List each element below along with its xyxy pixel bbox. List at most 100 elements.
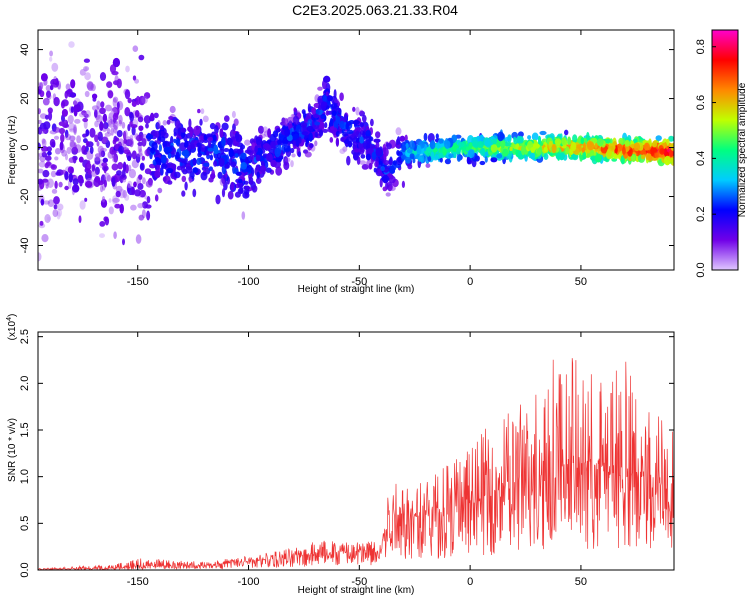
spectrogram-point	[582, 151, 586, 160]
spectrogram-point	[158, 144, 162, 152]
spectrogram-point	[360, 154, 366, 159]
spectrogram-point	[217, 153, 222, 160]
spectrogram-point	[359, 160, 367, 165]
spectrogram-point	[444, 140, 451, 149]
spectrogram-point	[85, 180, 93, 188]
spectrogram-point	[375, 147, 383, 157]
spectrogram-point	[304, 151, 312, 158]
spectrogram-point	[170, 135, 174, 145]
spectrogram-point	[68, 41, 75, 48]
spectrogram-point	[129, 138, 134, 148]
spectrogram-point	[652, 140, 658, 148]
spectrogram-point	[141, 95, 148, 104]
spectrogram-point	[134, 110, 140, 118]
spectrogram-point	[89, 127, 96, 138]
spectrogram-point	[234, 153, 239, 158]
spectrogram-point	[255, 177, 262, 184]
spectrogram-point	[105, 140, 111, 148]
spectrogram-point	[244, 149, 252, 154]
spectrogram-x-tick-label: -100	[238, 276, 260, 288]
spectrogram-point	[112, 156, 118, 163]
spectrogram-point	[527, 135, 532, 140]
spectrogram-point	[40, 198, 45, 206]
spectrogram-point	[244, 139, 251, 146]
spectrogram-point	[315, 108, 320, 115]
spectrogram-point	[608, 143, 616, 152]
spectrogram-point	[116, 130, 123, 138]
spectrogram-point	[157, 187, 163, 194]
spectrogram-point	[115, 185, 123, 193]
spectrogram-point	[539, 130, 547, 136]
spectrogram-panel: -150 -100 -50 0 50 -40 -20 0 20 40 Height of str…	[7, 29, 675, 295]
spectrogram-point	[359, 136, 364, 144]
spectrogram-point	[114, 203, 121, 209]
spectrogram-point	[95, 115, 104, 123]
spectrogram-point	[113, 231, 117, 239]
spectrogram-point	[259, 165, 267, 173]
spectrogram-point	[44, 180, 50, 187]
spectrogram-point	[157, 187, 163, 194]
spectrogram-point	[102, 157, 108, 163]
spectrogram-point	[94, 156, 101, 165]
spectrogram-point	[138, 148, 143, 157]
spectrogram-point	[124, 194, 130, 201]
spectrogram-point	[248, 176, 254, 185]
spectrogram-point	[173, 171, 181, 179]
spectrogram-point	[668, 135, 674, 142]
spectrogram-point	[49, 50, 53, 57]
spectrogram-point	[46, 146, 52, 152]
spectrogram-point	[383, 151, 387, 161]
spectrogram-point	[467, 135, 474, 145]
spectrogram-point	[301, 131, 309, 136]
spectrogram-point	[187, 126, 193, 132]
spectrogram-point	[38, 81, 42, 86]
spectrogram-x-tick-label: 50	[575, 276, 587, 288]
spectrogram-point	[200, 108, 205, 115]
spectrogram-point	[55, 171, 62, 176]
spectrogram-point	[197, 152, 202, 158]
spectrogram-point	[198, 135, 204, 140]
spectrogram-point	[61, 109, 68, 117]
spectrogram-frame	[37, 29, 675, 271]
spectrogram-point	[401, 180, 405, 188]
spectrogram-point	[219, 177, 226, 186]
spectrogram-point	[86, 163, 92, 169]
spectrogram-point	[107, 151, 114, 159]
spectrogram-point	[188, 176, 193, 184]
spectrogram-point	[103, 122, 109, 130]
spectrogram-point	[484, 138, 492, 148]
spectrogram-point	[275, 166, 283, 176]
spectrogram-point	[137, 203, 144, 209]
spectrogram-point	[154, 130, 160, 138]
spectrogram-point	[38, 161, 46, 168]
spectrogram-point	[205, 133, 213, 138]
spectrogram-point	[281, 139, 289, 144]
snr-y-label: SNR (10 * v/v)	[7, 418, 18, 482]
spectrogram-point	[352, 106, 356, 112]
colorbar: 0.0 0.2 0.4 0.6 0.8 Normalized spectral ampl…	[695, 29, 748, 278]
spectrogram-point	[536, 148, 541, 156]
snr-x-tick-label: 50	[575, 576, 587, 588]
spectrogram-point	[430, 151, 435, 160]
spectrogram-point	[317, 86, 323, 91]
snr-multiplier: (x104)	[6, 314, 18, 341]
spectrogram-point	[51, 62, 59, 72]
spectrogram-point	[58, 181, 63, 188]
spectrogram-point	[389, 165, 395, 174]
spectrogram-point	[564, 129, 569, 136]
spectrogram-point	[60, 121, 68, 127]
spectrogram-point	[128, 168, 136, 179]
spectrogram-point	[112, 97, 118, 108]
spectrogram-point	[102, 165, 109, 172]
spectrogram-point	[212, 134, 217, 142]
spectrogram-point	[79, 69, 86, 76]
spectrogram-point	[41, 149, 46, 156]
spectrogram-point	[159, 136, 166, 143]
spectrogram-point	[137, 141, 143, 147]
colorbar-gradient	[711, 29, 739, 271]
spectrogram-point	[322, 128, 329, 133]
spectrogram-point	[123, 161, 127, 172]
spectrogram-point	[174, 118, 181, 128]
spectrogram-point	[97, 131, 103, 142]
spectrogram-point	[85, 110, 91, 118]
